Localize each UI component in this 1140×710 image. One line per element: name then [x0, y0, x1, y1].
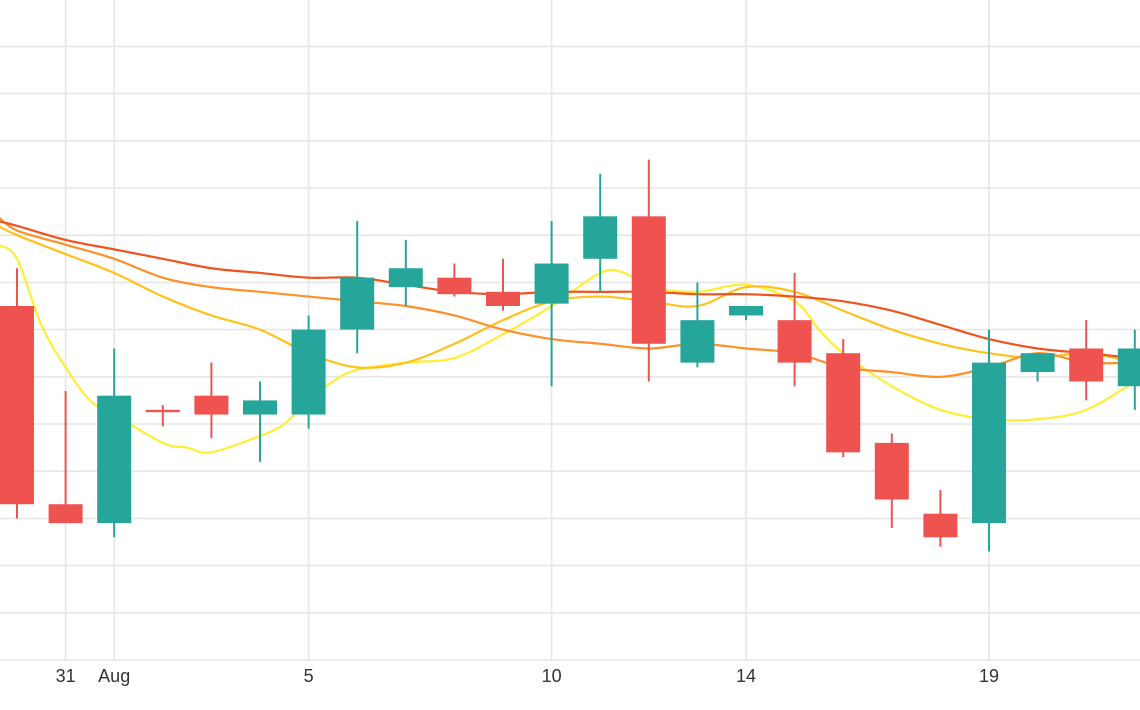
candle-body: [48, 504, 83, 524]
candle-body: [583, 216, 618, 259]
x-tick-label: 14: [736, 666, 756, 686]
candle-decreasing: [923, 490, 958, 547]
candle-increasing: [583, 173, 618, 292]
candle-body: [437, 277, 472, 295]
candle-decreasing: [1069, 320, 1104, 401]
candle-decreasing: [194, 362, 229, 439]
candle-decreasing: [777, 272, 812, 387]
candle-increasing: [680, 282, 715, 368]
candle-increasing: [729, 306, 763, 321]
candle-increasing: [388, 239, 423, 306]
candles: [0, 159, 1140, 552]
candle-body: [97, 395, 132, 524]
candle-body: [340, 277, 375, 330]
candle-body: [1117, 348, 1140, 387]
x-tick-label: 19: [979, 666, 999, 686]
candle-increasing: [1117, 329, 1140, 410]
candle-body: [1020, 353, 1055, 373]
candle-body: [680, 320, 715, 363]
candle-body: [145, 409, 180, 413]
candle-increasing: [243, 381, 277, 462]
candle-body: [826, 353, 861, 453]
moving-average-lines: [0, 216, 1136, 454]
candle-decreasing: [874, 433, 909, 528]
candle-body: [923, 513, 958, 538]
candle-body: [243, 400, 277, 415]
candle-decreasing: [826, 339, 861, 458]
x-tick-label: Aug: [98, 666, 130, 686]
candle-body: [1069, 348, 1104, 382]
x-tick-label: 31: [56, 666, 76, 686]
candle-body: [777, 320, 812, 363]
candle-decreasing: [145, 405, 180, 427]
candle-body: [291, 329, 326, 415]
candle-body: [194, 395, 229, 415]
candle-decreasing: [437, 263, 472, 297]
candle-increasing: [1020, 353, 1055, 382]
candle-body: [486, 291, 520, 306]
candle-body: [388, 268, 423, 288]
candle-body: [874, 442, 909, 500]
candle-increasing: [534, 221, 569, 387]
candle-body: [972, 362, 1006, 524]
candle-body: [729, 306, 763, 316]
candle-body: [534, 263, 569, 304]
x-tick-label: 5: [304, 666, 314, 686]
candle-increasing: [340, 221, 375, 354]
candle-body: [0, 306, 34, 505]
candle-increasing: [972, 329, 1006, 552]
grid: [0, 0, 1140, 661]
x-tick-label: 10: [542, 666, 562, 686]
candle-increasing: [291, 315, 326, 429]
x-axis-tick-labels: 31Aug510141924: [56, 666, 999, 686]
candle-increasing: [97, 348, 132, 538]
candle-decreasing: [486, 258, 520, 311]
candle-decreasing: [631, 159, 666, 382]
candle-decreasing: [48, 390, 83, 524]
candle-body: [631, 216, 666, 344]
candle-decreasing: [0, 268, 34, 519]
